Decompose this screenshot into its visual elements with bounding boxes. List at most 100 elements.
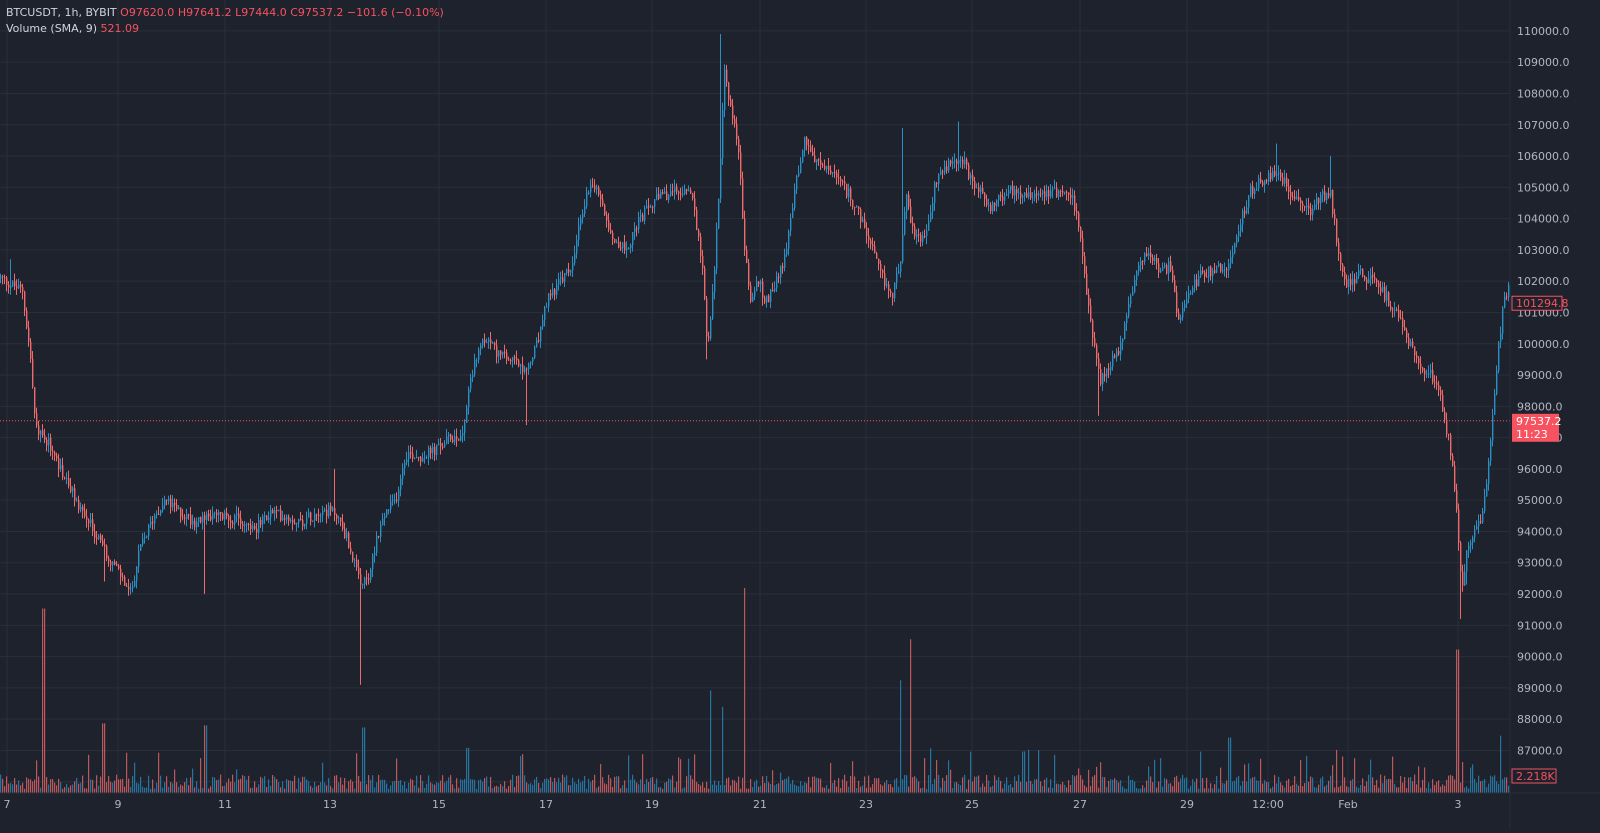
- candle-body: [1326, 192, 1328, 201]
- candle-body: [836, 173, 838, 178]
- volume-bar: [1260, 758, 1262, 793]
- candle-body: [1410, 341, 1412, 346]
- candle-body: [830, 170, 832, 174]
- volume-bar: [634, 779, 636, 793]
- volume-bar: [390, 785, 392, 793]
- candle-body: [1012, 185, 1014, 196]
- candle-body: [994, 202, 996, 206]
- volume-bar: [1348, 787, 1350, 793]
- candle-body: [42, 430, 44, 436]
- candle-body: [298, 519, 300, 524]
- chart-legend: BTCUSDT, 1h, BYBIT O97620.0 H97641.2 L97…: [6, 5, 444, 37]
- volume-bar: [568, 785, 570, 793]
- volume-bar: [1144, 787, 1146, 793]
- volume-bar: [724, 784, 726, 793]
- volume-bar: [212, 776, 214, 793]
- candle-body: [888, 284, 890, 292]
- candle-body: [1186, 298, 1188, 305]
- candle-body: [1260, 178, 1262, 183]
- candle-body: [408, 452, 410, 460]
- volume-bar: [30, 779, 32, 793]
- volume-bar: [1418, 766, 1420, 793]
- candle-body: [290, 520, 292, 522]
- volume-bar: [1484, 779, 1486, 793]
- volume-bar: [288, 780, 290, 793]
- candle-body: [1026, 192, 1028, 198]
- volume-bar: [1328, 780, 1330, 793]
- volume-bar: [894, 779, 896, 793]
- candle-body: [1320, 194, 1322, 204]
- volume-indicator-label[interactable]: Volume (SMA, 9): [6, 22, 97, 35]
- candle-body: [1252, 185, 1254, 194]
- candle-body: [390, 501, 392, 510]
- candle-body: [416, 456, 418, 459]
- candle-body: [612, 232, 614, 239]
- candle-body: [1148, 252, 1150, 257]
- volume-bar: [784, 779, 786, 793]
- candle-body: [122, 576, 124, 578]
- candle-body: [960, 159, 962, 161]
- volume-bar: [198, 788, 200, 793]
- x-tick-label: 3: [1455, 798, 1462, 811]
- volume-bar: [792, 779, 794, 793]
- volume-bar: [1210, 783, 1212, 793]
- volume-bar: [1232, 781, 1234, 793]
- candle-body: [240, 518, 242, 524]
- volume-bar: [518, 775, 520, 793]
- candle-body: [1162, 267, 1164, 271]
- volume-bar: [1128, 775, 1130, 793]
- candle-body: [1344, 271, 1346, 280]
- volume-bar: [1014, 776, 1016, 793]
- candle-body: [1336, 219, 1338, 243]
- volume-bar: [1054, 754, 1056, 793]
- candle-body: [1208, 266, 1210, 278]
- candle-body: [1422, 367, 1424, 371]
- candle-body: [602, 199, 604, 205]
- volume-bar: [234, 782, 236, 793]
- candle-body: [374, 553, 376, 555]
- candle-body: [192, 520, 194, 525]
- volume-bar: [362, 727, 364, 793]
- volume-bar: [1036, 779, 1038, 793]
- volume-bar: [56, 785, 58, 793]
- volume-bar: [158, 752, 160, 793]
- volume-bar: [1398, 787, 1400, 793]
- candle-body: [1032, 197, 1034, 199]
- volume-bar: [1392, 756, 1394, 793]
- candle-body: [110, 561, 112, 566]
- volume-bar: [1120, 780, 1122, 793]
- candle-body: [352, 552, 354, 561]
- volume-bar: [1354, 758, 1356, 793]
- volume-bar: [1382, 783, 1384, 793]
- candle-body: [1112, 355, 1114, 367]
- candle-body: [890, 291, 892, 293]
- symbol-label[interactable]: BTCUSDT, 1h, BYBIT: [6, 6, 117, 19]
- candle-body: [356, 559, 358, 568]
- candle-body: [598, 187, 600, 195]
- candle-body: [216, 512, 218, 516]
- candle-body: [1102, 373, 1104, 385]
- candle-body: [1278, 172, 1280, 174]
- volume-bar: [328, 778, 330, 793]
- volume-bar: [420, 775, 422, 793]
- candle-body: [734, 118, 736, 124]
- candle-body: [412, 453, 414, 459]
- candle-body: [818, 159, 820, 161]
- volume-bar: [500, 783, 502, 793]
- volume-bar: [666, 781, 668, 793]
- candle-body: [700, 236, 702, 256]
- volume-bar: [260, 776, 262, 793]
- volume-bar: [44, 608, 46, 793]
- volume-bar: [230, 781, 232, 793]
- candle-body: [1458, 509, 1460, 544]
- volume-bar: [870, 787, 872, 793]
- volume-bar: [576, 783, 578, 793]
- y-tick-label: 95000.0: [1517, 494, 1563, 507]
- volume-bar: [1068, 780, 1070, 793]
- volume-bar: [912, 777, 914, 793]
- candle-body: [824, 165, 826, 170]
- candle-body: [1106, 368, 1108, 377]
- candle-body: [1474, 529, 1476, 538]
